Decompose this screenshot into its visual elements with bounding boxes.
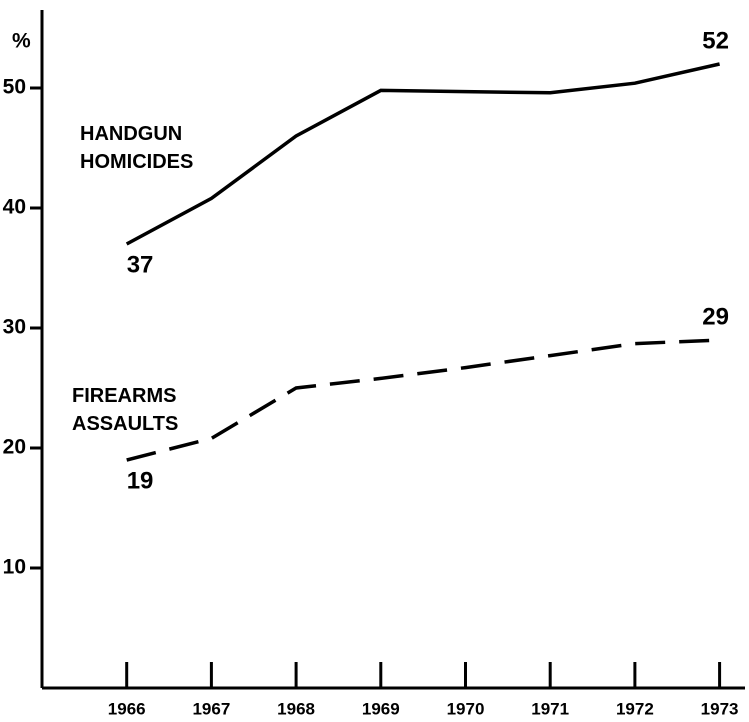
x-tick-label: 1970 xyxy=(447,699,485,717)
data-label: 29 xyxy=(702,303,729,330)
x-tick-label: 1973 xyxy=(701,699,739,717)
x-tick-label: 1967 xyxy=(192,699,230,717)
series-line xyxy=(126,338,720,462)
data-label: 19 xyxy=(127,467,154,494)
y-axis-label: % xyxy=(12,30,31,53)
y-tick-label: 20 xyxy=(3,436,26,459)
series-label: HANDGUN HOMICIDES xyxy=(80,123,193,173)
data-label: 37 xyxy=(127,251,154,278)
x-tick-label: 1969 xyxy=(362,699,400,717)
x-tick-label: 1971 xyxy=(531,699,569,717)
x-tick-label: 1966 xyxy=(108,699,146,717)
x-tick-label: 1968 xyxy=(277,699,315,717)
series-line xyxy=(125,62,720,246)
series-label: FIREARMS ASSAULTS xyxy=(72,385,178,435)
y-tick-label: 10 xyxy=(3,556,26,579)
y-tick-label: 30 xyxy=(3,316,26,339)
x-tick-label: 1972 xyxy=(616,699,654,717)
y-tick-label: 40 xyxy=(3,196,26,219)
data-label: 52 xyxy=(702,27,729,54)
y-tick-label: 50 xyxy=(3,76,26,99)
